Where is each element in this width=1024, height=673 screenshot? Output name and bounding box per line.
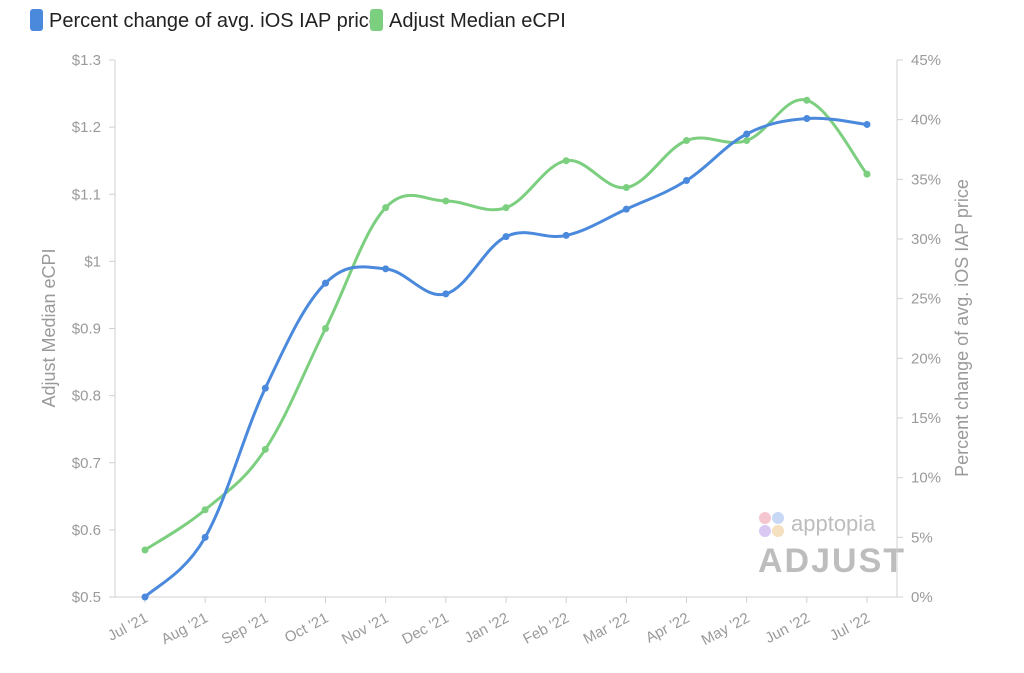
data-point-iap-price[interactable] (261, 384, 269, 392)
apptopia-watermark: apptopia (759, 511, 876, 537)
x-tick-label: Nov '21 (339, 610, 391, 649)
y-right-tick-label: 5% (911, 529, 933, 546)
data-point-ecpi[interactable] (502, 204, 510, 212)
legend-swatch-ecpi (370, 9, 383, 31)
data-point-iap-price[interactable] (201, 533, 209, 541)
y-right-axis-title: Percent change of avg. iOS IAP price (952, 179, 972, 477)
x-tick-label: Jul '22 (827, 610, 873, 645)
y-left-tick-label: $0.5 (72, 589, 101, 606)
legend-label-ecpi: Adjust Median eCPI (389, 10, 566, 32)
x-tick-label: Aug '21 (159, 610, 211, 649)
y-left-tick-label: $0.6 (72, 522, 101, 539)
x-tick-label: May '22 (699, 610, 753, 649)
y-right-tick-label: 30% (911, 231, 941, 248)
series-layer (141, 96, 871, 601)
series-line-iap-price (143, 116, 869, 599)
y-left-tick-label: $0.7 (72, 455, 101, 472)
y-right-tick-label: 45% (911, 52, 941, 69)
legend: Percent change of avg. iOS IAP price Adj… (30, 9, 566, 32)
legend-label-iap-price: Percent change of avg. iOS IAP price (49, 10, 380, 32)
data-point-ecpi[interactable] (322, 325, 329, 332)
y-left-tick-label: $0.9 (72, 321, 101, 338)
data-point-iap-price[interactable] (863, 120, 871, 128)
data-point-iap-price[interactable] (141, 593, 149, 601)
apptopia-wordmark: apptopia (791, 511, 876, 536)
data-point-ecpi[interactable] (442, 197, 450, 205)
series-line-ecpi (143, 98, 869, 552)
data-point-ecpi[interactable] (562, 157, 570, 165)
data-point-ecpi[interactable] (201, 506, 209, 514)
legend-item-iap-price[interactable]: Percent change of avg. iOS IAP price (30, 9, 380, 32)
legend-item-ecpi[interactable]: Adjust Median eCPI (370, 9, 566, 32)
y-left-tick-label: $0.8 (72, 388, 101, 405)
data-point-ecpi[interactable] (803, 96, 811, 104)
apptopia-logo-icon (759, 512, 784, 537)
y-right-tick-label: 20% (911, 350, 941, 367)
x-tick-label: Sep '21 (219, 610, 271, 649)
data-point-iap-price[interactable] (622, 205, 630, 213)
y-left-axis-title: Adjust Median eCPI (39, 248, 59, 407)
y-right-tick-label: 10% (911, 470, 941, 487)
x-tick-label: Apr '22 (643, 610, 693, 647)
x-tick-label: Jun '22 (762, 610, 812, 648)
data-point-ecpi[interactable] (382, 204, 390, 212)
data-point-ecpi[interactable] (863, 170, 871, 178)
data-point-ecpi[interactable] (683, 137, 690, 145)
x-tick-label: Oct '21 (282, 610, 332, 647)
y-right-tick-label: 25% (911, 291, 941, 308)
y-left-tick-label: $1.1 (72, 186, 101, 203)
data-point-iap-price[interactable] (562, 231, 570, 239)
data-point-iap-price[interactable] (502, 233, 510, 241)
y-right-tick-label: 0% (911, 589, 933, 606)
data-point-ecpi[interactable] (261, 445, 269, 453)
x-tick-label: Jul '21 (105, 610, 151, 645)
data-point-iap-price[interactable] (743, 130, 751, 138)
y-right-tick-label: 35% (911, 171, 941, 188)
legend-swatch-iap-price (30, 9, 43, 31)
data-point-iap-price[interactable] (382, 265, 390, 273)
data-point-iap-price[interactable] (803, 114, 811, 122)
y-right-tick-label: 15% (911, 410, 941, 427)
x-tick-label: Dec '21 (399, 610, 451, 649)
y-left-tick-label: $1.2 (72, 119, 101, 136)
x-tick-label: Mar '22 (580, 610, 632, 648)
x-tick-label: Feb '22 (520, 610, 572, 648)
data-point-ecpi[interactable] (743, 137, 751, 145)
adjust-watermark: ADJUST (758, 542, 906, 580)
data-point-ecpi[interactable] (141, 546, 149, 554)
data-point-iap-price[interactable] (683, 177, 690, 185)
x-tick-label: Jan '22 (462, 610, 512, 648)
data-point-iap-price[interactable] (322, 279, 329, 287)
y-left-tick-label: $1.3 (72, 52, 101, 69)
y-right-tick-label: 40% (911, 112, 941, 129)
data-point-ecpi[interactable] (622, 184, 630, 192)
y-left-tick-label: $1 (84, 253, 101, 270)
data-point-iap-price[interactable] (442, 290, 450, 298)
